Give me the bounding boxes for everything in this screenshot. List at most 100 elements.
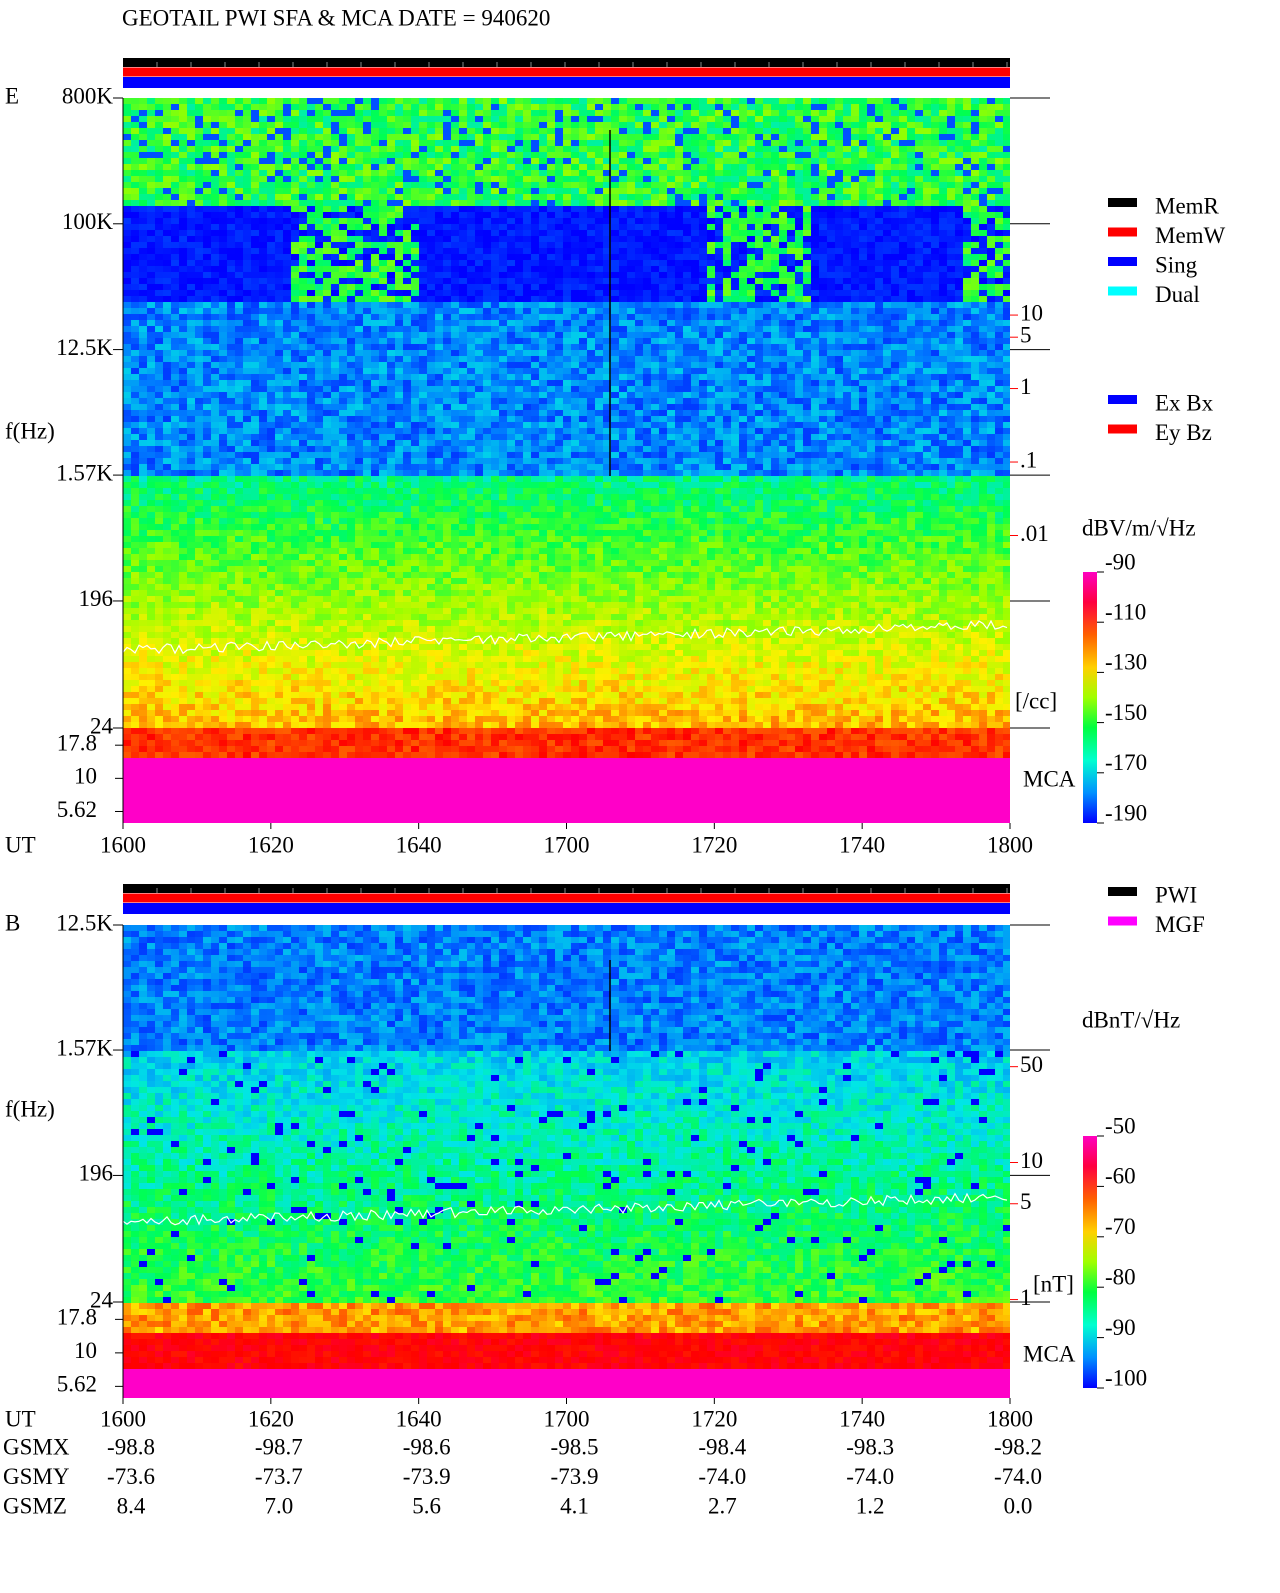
spectrogram-cell xyxy=(795,242,803,248)
spectrogram-cell xyxy=(427,272,435,278)
spectrogram-cell xyxy=(547,260,555,266)
spectrogram-cell xyxy=(875,200,883,206)
spectrogram-cell xyxy=(787,326,795,332)
spectrogram-cell xyxy=(555,314,563,320)
spectrogram-cell xyxy=(891,314,899,320)
spectrogram-cell xyxy=(307,350,315,356)
spectrogram-cell xyxy=(611,350,619,356)
spectrogram-cell xyxy=(307,188,315,194)
spectrogram-cell xyxy=(499,212,507,218)
spectrogram-cell xyxy=(491,110,499,116)
spectrogram-cell xyxy=(483,194,491,200)
spectrogram-cell xyxy=(251,362,259,368)
spectrogram-cell xyxy=(771,248,779,254)
spectrogram-cell xyxy=(267,230,275,236)
spectrogram-cell xyxy=(155,260,163,266)
spectrogram-cell xyxy=(355,134,363,140)
spectrogram-cell xyxy=(443,266,451,272)
spectrogram-cell xyxy=(659,254,667,260)
spectrogram-cell xyxy=(171,242,179,248)
spectrogram-cell xyxy=(859,170,867,176)
spectrogram-cell xyxy=(771,140,779,146)
spectrogram-cell xyxy=(339,260,347,266)
spectrogram-cell xyxy=(955,260,963,266)
spectrogram-cell xyxy=(347,278,355,284)
spectrogram-cell xyxy=(435,284,443,290)
spectrogram-cell xyxy=(195,314,203,320)
spectrogram-cell xyxy=(843,170,851,176)
spectrogram-cell xyxy=(643,230,651,236)
spectrogram-cell xyxy=(587,326,595,332)
spectrogram-cell xyxy=(987,266,995,272)
spectrogram-cell xyxy=(219,140,227,146)
spectrogram-cell xyxy=(795,302,803,308)
spectrogram-cell xyxy=(819,362,827,368)
spectrogram-cell xyxy=(803,116,811,122)
spectrogram-cell xyxy=(475,356,483,362)
spectrogram-cell xyxy=(819,212,827,218)
spectrogram-cell xyxy=(171,218,179,224)
spectrogram-cell xyxy=(339,188,347,194)
spectrogram-cell xyxy=(1003,224,1010,230)
spectrogram-cell xyxy=(995,206,1003,212)
spectrogram-cell xyxy=(155,140,163,146)
spectrogram-cell xyxy=(539,110,547,116)
spectrogram-cell xyxy=(835,344,843,350)
spectrogram-cell xyxy=(379,140,387,146)
spectrogram-cell xyxy=(955,170,963,176)
spectrogram-cell xyxy=(131,356,139,362)
spectrogram-cell xyxy=(459,272,467,278)
spectrogram-cell xyxy=(483,218,491,224)
spectrogram-cell xyxy=(571,170,579,176)
spectrogram-cell xyxy=(715,158,723,164)
spectrogram-cell xyxy=(755,320,763,326)
spectrogram-cell xyxy=(939,356,947,362)
spectrogram-cell xyxy=(675,320,683,326)
spectrogram-cell xyxy=(403,110,411,116)
spectrogram-cell xyxy=(827,248,835,254)
spectrogram-cell xyxy=(763,206,771,212)
spectrogram-cell xyxy=(755,332,763,338)
spectrogram-cell xyxy=(211,278,219,284)
spectrogram-cell xyxy=(875,152,883,158)
spectrogram-cell xyxy=(147,266,155,272)
spectrogram-cell xyxy=(491,212,499,218)
spectrogram-cell xyxy=(611,146,619,152)
spectrogram-cell xyxy=(787,230,795,236)
spectrogram-cell xyxy=(963,230,971,236)
spectrogram-cell xyxy=(395,350,403,356)
spectrogram-cell xyxy=(275,362,283,368)
spectrogram-cell xyxy=(955,104,963,110)
spectrogram-cell xyxy=(507,104,515,110)
spectrogram-cell xyxy=(131,314,139,320)
spectrogram-cell xyxy=(899,362,907,368)
spectrogram-cell xyxy=(963,314,971,320)
spectrogram-cell xyxy=(963,344,971,350)
spectrogram-cell xyxy=(787,110,795,116)
spectrogram-cell xyxy=(603,200,611,206)
spectrogram-cell xyxy=(747,134,755,140)
spectrogram-cell xyxy=(267,182,275,188)
spectrogram-cell xyxy=(891,242,899,248)
spectrogram-cell xyxy=(347,332,355,338)
spectrogram-cell xyxy=(131,242,139,248)
spectrogram-cell xyxy=(331,290,339,296)
spectrogram-cell xyxy=(819,296,827,302)
spectrogram-cell xyxy=(707,158,715,164)
spectrogram-cell xyxy=(811,332,819,338)
spectrogram-cell xyxy=(859,314,867,320)
spectrogram-cell xyxy=(235,326,243,332)
spectrogram-cell xyxy=(195,254,203,260)
spectrogram-cell xyxy=(627,128,635,134)
spectrogram-cell xyxy=(475,98,483,104)
spectrogram-cell xyxy=(339,122,347,128)
spectrogram-cell xyxy=(219,200,227,206)
spectrogram-cell xyxy=(163,272,171,278)
spectrogram-cell xyxy=(299,284,307,290)
spectrogram-cell xyxy=(323,320,331,326)
spectrogram-cell xyxy=(555,284,563,290)
spectrogram-cell xyxy=(515,362,523,368)
spectrogram-cell xyxy=(435,242,443,248)
spectrogram-cell xyxy=(835,254,843,260)
spectrogram-cell xyxy=(427,182,435,188)
